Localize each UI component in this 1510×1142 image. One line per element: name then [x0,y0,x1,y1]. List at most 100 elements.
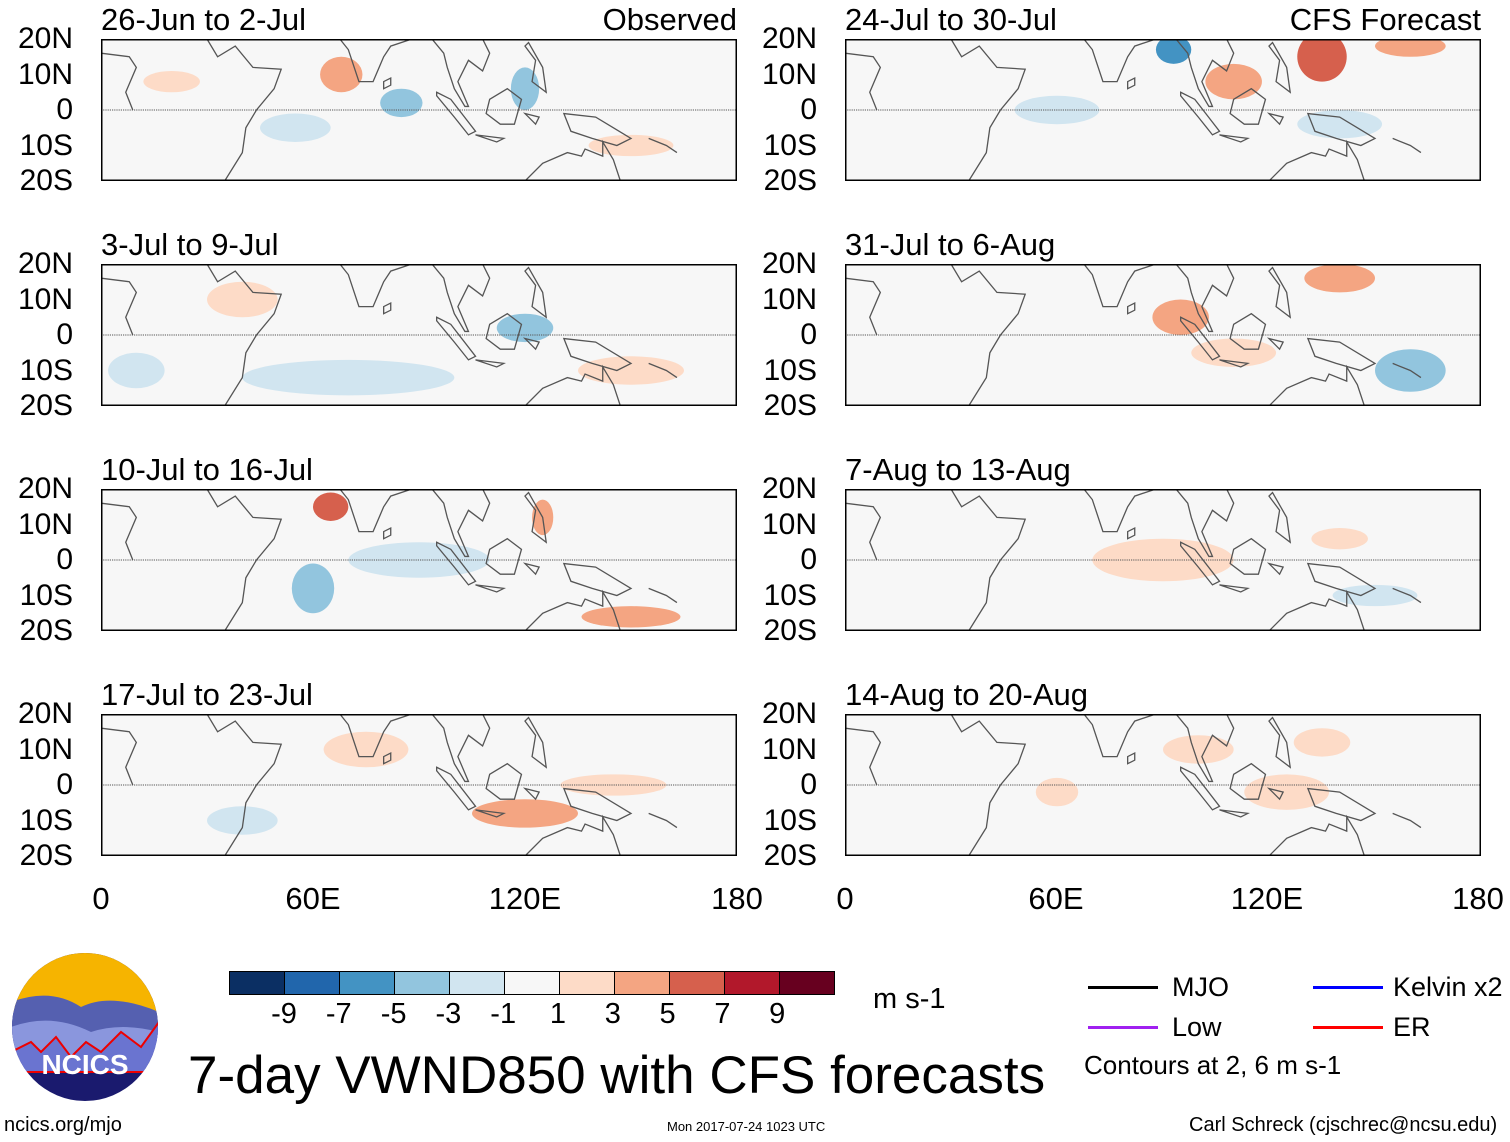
y-tick-label: 20S [19,614,73,647]
coastline [1181,767,1220,810]
coastline [525,339,539,350]
coastline [1393,588,1421,602]
coastline [1181,92,1220,135]
y-tick-label: 0 [800,768,817,801]
coastline [525,114,539,125]
y-tick-label: 20S [19,839,73,872]
y-tick-label: 0 [800,93,817,126]
y-tick-label: 10S [19,578,73,612]
figure-title: 7-day VWND850 with CFS forecasts [188,1046,1046,1105]
colorbar-tick-label: -3 [435,998,462,1030]
y-tick-label: 20S [763,839,817,872]
coastline [1230,89,1265,125]
anomaly-shading [1375,39,1446,57]
panel-source-label: CFS Forecast [1289,2,1481,37]
panel-title: 24-Jul to 30-Jul [845,2,1057,37]
panel-title: 3-Jul to 9-Jul [101,227,279,262]
coastline [476,135,504,142]
coastline [845,728,880,785]
vwnd-map [845,264,1481,406]
footer-url[interactable]: ncics.org/mjo [4,1114,122,1136]
x-tick-label: 60E [285,881,341,916]
colorbar-swatch [340,972,395,994]
coastline [1170,489,1234,556]
y-tick-label: 10S [19,353,73,387]
y-tick-label: 10N [761,732,817,766]
coastline [649,363,677,377]
anomaly-shading [581,606,681,628]
colorbar-swatch [395,972,450,994]
coastline [1128,303,1135,314]
panel-title: 31-Jul to 6-Aug [845,227,1056,262]
y-tick-label: 10S [763,353,817,387]
coastline [207,489,281,631]
legend-er-label: ER [1393,1012,1431,1042]
vwnd-map [845,714,1481,856]
colorbar-tick-label: 3 [604,998,621,1030]
coastline [207,264,281,406]
coastline [101,53,136,110]
anomaly-shading [1297,110,1383,139]
coastline [1220,360,1248,367]
coastline [476,810,504,817]
coastline [1181,542,1220,585]
coastline [951,489,1025,631]
coastline [486,89,521,125]
coastline [486,764,521,800]
colorbar-swatch [560,972,615,994]
coastline [1220,810,1248,817]
anomaly-shading [1244,774,1330,810]
svg-text:NCICS: NCICS [41,1049,128,1080]
x-tick-label: 180 [711,881,763,916]
coastline [1269,142,1364,181]
colorbar-tick-label: -5 [380,998,407,1030]
coastline [1269,367,1364,406]
y-tick-label: 20S [763,389,817,422]
anomaly-shading [1293,728,1351,757]
x-tick-label: 180 [1452,881,1504,916]
coastline [476,585,504,592]
legend-mjo-label: MJO [1172,972,1229,1002]
colorbar-swatch [670,972,725,994]
coastline [1170,264,1234,331]
anomaly-shading [510,67,540,110]
y-tick-label: 10N [17,282,73,316]
vwnd-map [101,489,737,631]
coastline [845,503,880,560]
coastline [525,367,620,406]
colorbar-tick-label: 1 [549,998,567,1030]
y-tick-label: 10S [763,803,817,837]
coastline [1181,317,1220,360]
coastline [476,360,504,367]
coastline [1230,539,1265,575]
y-tick-label: 0 [56,93,73,126]
coastline [525,142,620,181]
coastline [101,278,136,335]
x-tick-label: 0 [836,881,854,916]
anomaly-shading [578,356,684,385]
coastline [845,53,880,110]
coastline [1308,339,1375,371]
coastline [1170,39,1234,106]
anomaly-shading [242,359,455,396]
footer-timestamp: Mon 2017-07-24 1023 UTC [667,1119,826,1134]
y-tick-label: 10S [763,578,817,612]
coastline [334,39,412,82]
coastline [525,493,546,543]
anomaly-shading [348,542,490,578]
panel-title: 17-Jul to 23-Jul [101,677,313,712]
y-tick-label: 20N [17,697,73,730]
coastline [384,753,391,764]
colorbar-swatch [615,972,670,994]
coastline [525,564,539,575]
anomaly-shading [207,281,278,318]
y-tick-label: 10N [17,507,73,541]
coastline [1128,753,1135,764]
y-tick-label: 20N [17,247,73,280]
vwnd-map [845,39,1481,181]
coastline [1308,114,1375,146]
anomaly-shading [1311,528,1368,550]
coastline [486,314,521,350]
y-tick-label: 20N [17,22,73,55]
coastline [1078,714,1156,757]
